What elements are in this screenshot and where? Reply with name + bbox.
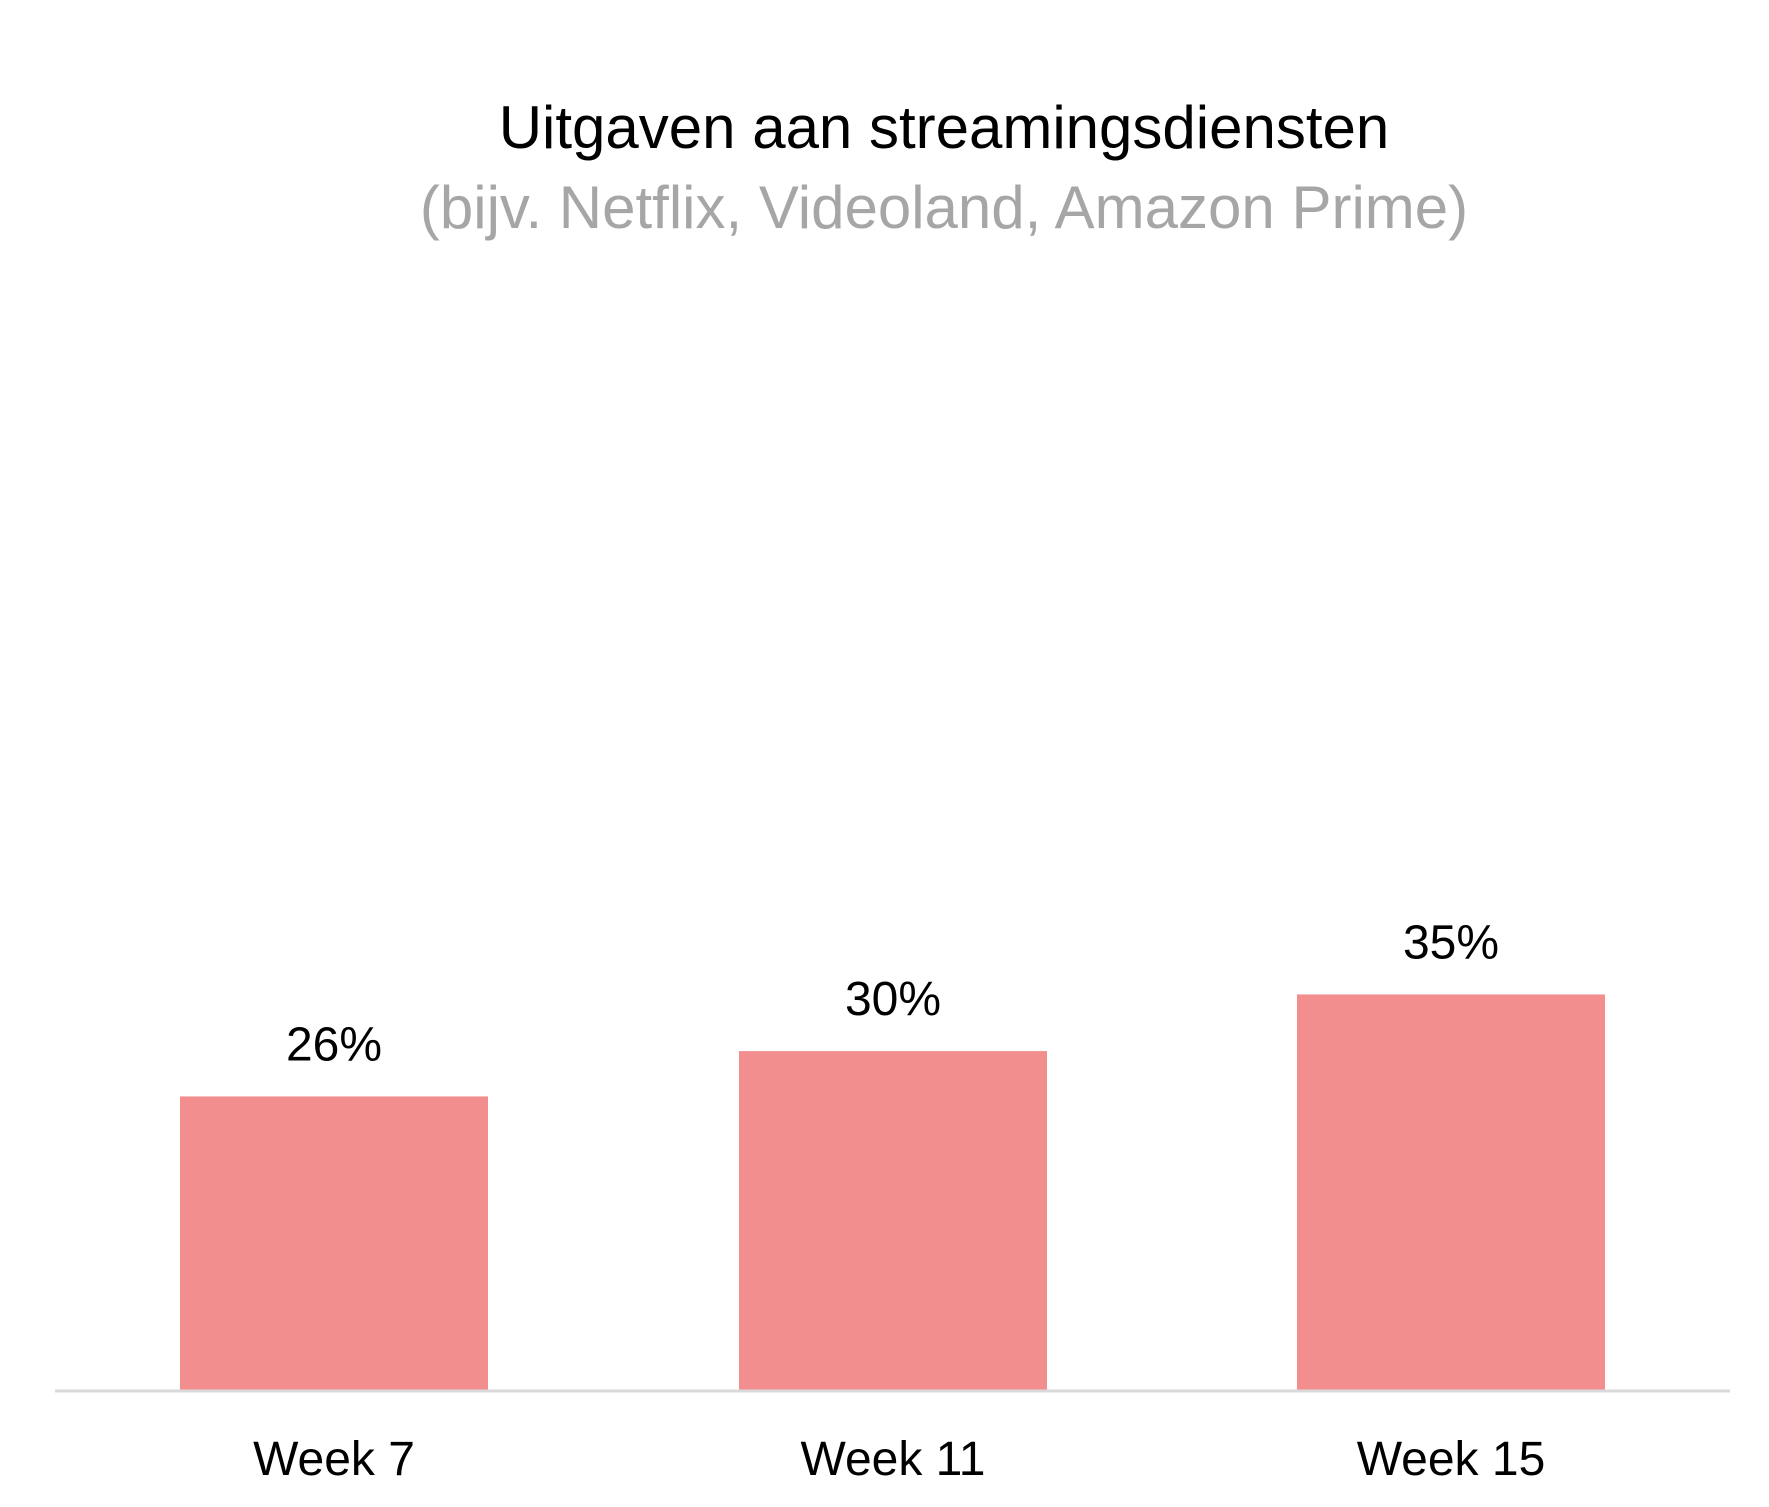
bar-week-7 [180,1096,488,1391]
bars-group [180,994,1605,1391]
x-tick-label: Week 11 [801,1433,986,1486]
bar-week-15 [1297,994,1605,1391]
labels-group: 26% Week 7 30% Week 11 35% Week 15 [253,916,1545,1486]
data-label: 35% [1403,916,1499,969]
x-tick-label: Week 7 [253,1433,415,1486]
chart-title: Uitgaven aan streamingsdiensten [499,94,1390,161]
x-tick-label: Week 15 [1357,1433,1546,1486]
bar-week-11 [739,1051,1047,1391]
data-label: 30% [845,973,941,1026]
chart-subtitle: (bijv. Netflix, Videoland, Amazon Prime) [420,174,1468,241]
data-label: 26% [286,1018,382,1071]
